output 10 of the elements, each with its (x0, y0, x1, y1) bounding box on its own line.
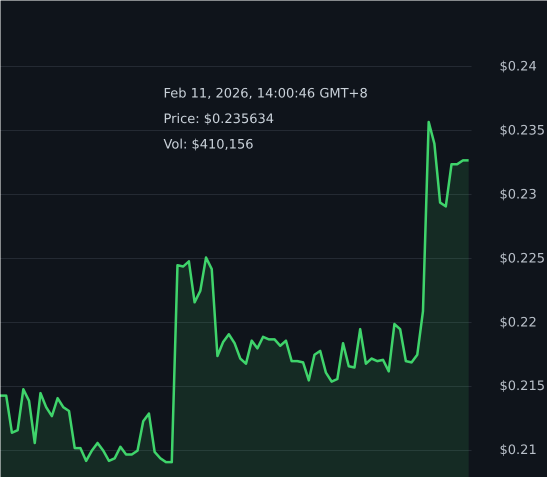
y-tick-label: $0.225 (500, 251, 545, 266)
y-tick-label: $0.22 (500, 315, 537, 330)
y-tick-label: $0.235 (500, 123, 545, 138)
y-tick-label: $0.23 (500, 187, 537, 202)
annotation: Feb 11, 2026, 14:00:46 GMT+8 (164, 86, 368, 102)
annotation: Price: $0.235634 (164, 112, 274, 127)
annotation: Vol: $410,156 (164, 138, 254, 152)
y-tick-label: $0.21 (500, 443, 537, 458)
y-tick-label: $0.24 (500, 60, 537, 74)
y-tick-label: $0.215 (500, 379, 545, 394)
